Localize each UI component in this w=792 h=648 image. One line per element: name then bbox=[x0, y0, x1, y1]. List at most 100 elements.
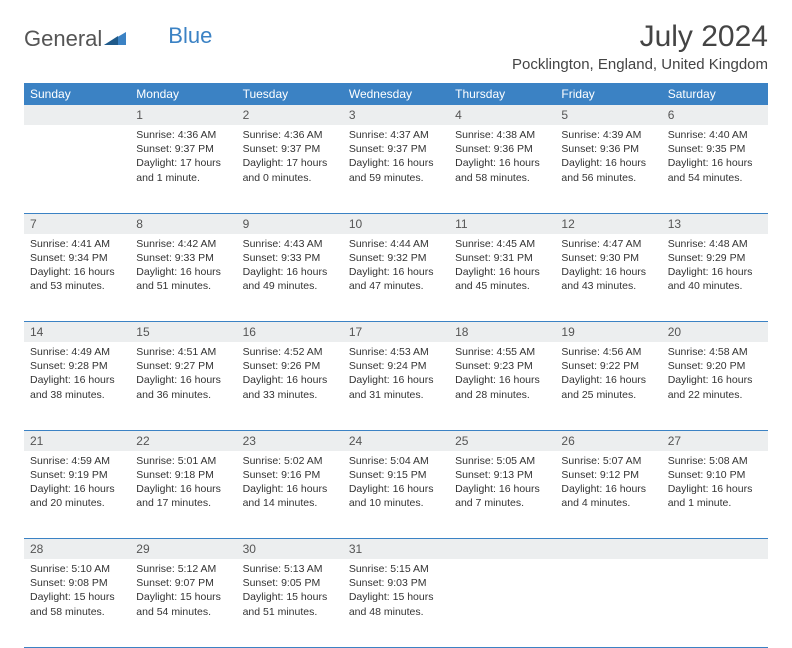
daylight-text: Daylight: 17 hours bbox=[136, 156, 230, 170]
sunrise-text: Sunrise: 4:56 AM bbox=[561, 345, 655, 359]
day-number: 26 bbox=[555, 430, 661, 451]
daylight-text: and 25 minutes. bbox=[561, 388, 655, 402]
day-number: 3 bbox=[343, 105, 449, 125]
day-number: 14 bbox=[24, 322, 130, 343]
day-cell: Sunrise: 5:04 AMSunset: 9:15 PMDaylight:… bbox=[343, 451, 449, 539]
daylight-text: and 51 minutes. bbox=[136, 279, 230, 293]
sunrise-text: Sunrise: 5:12 AM bbox=[136, 562, 230, 576]
day-number: 8 bbox=[130, 213, 236, 234]
sunset-text: Sunset: 9:15 PM bbox=[349, 468, 443, 482]
daylight-text: Daylight: 15 hours bbox=[243, 590, 337, 604]
daylight-text: and 59 minutes. bbox=[349, 171, 443, 185]
day-number: 15 bbox=[130, 322, 236, 343]
daylight-text: and 20 minutes. bbox=[30, 496, 124, 510]
daylight-text: Daylight: 16 hours bbox=[349, 482, 443, 496]
day-cell: Sunrise: 4:43 AMSunset: 9:33 PMDaylight:… bbox=[237, 234, 343, 322]
daylight-text: and 0 minutes. bbox=[243, 171, 337, 185]
sunset-text: Sunset: 9:12 PM bbox=[561, 468, 655, 482]
logo-text-general: General bbox=[24, 26, 102, 52]
sunset-text: Sunset: 9:10 PM bbox=[668, 468, 762, 482]
daylight-text: and 54 minutes. bbox=[668, 171, 762, 185]
daylight-text: and 33 minutes. bbox=[243, 388, 337, 402]
sunset-text: Sunset: 9:36 PM bbox=[455, 142, 549, 156]
day-number: 2 bbox=[237, 105, 343, 125]
daylight-text: and 38 minutes. bbox=[30, 388, 124, 402]
daylight-text: Daylight: 16 hours bbox=[455, 373, 549, 387]
header: General Blue July 2024 Pocklington, Engl… bbox=[24, 20, 768, 73]
daylight-text: Daylight: 17 hours bbox=[243, 156, 337, 170]
daylight-text: Daylight: 16 hours bbox=[349, 373, 443, 387]
sunset-text: Sunset: 9:05 PM bbox=[243, 576, 337, 590]
sunset-text: Sunset: 9:22 PM bbox=[561, 359, 655, 373]
day-cell: Sunrise: 5:05 AMSunset: 9:13 PMDaylight:… bbox=[449, 451, 555, 539]
day-number: 18 bbox=[449, 322, 555, 343]
daylight-text: and 28 minutes. bbox=[455, 388, 549, 402]
sunset-text: Sunset: 9:23 PM bbox=[455, 359, 549, 373]
sunset-text: Sunset: 9:29 PM bbox=[668, 251, 762, 265]
day-number: 23 bbox=[237, 430, 343, 451]
daylight-text: and 1 minute. bbox=[136, 171, 230, 185]
day-number: 12 bbox=[555, 213, 661, 234]
sunrise-text: Sunrise: 5:02 AM bbox=[243, 454, 337, 468]
daylight-text: and 40 minutes. bbox=[668, 279, 762, 293]
location-text: Pocklington, England, United Kingdom bbox=[512, 56, 768, 73]
day-number: 13 bbox=[662, 213, 768, 234]
day-cell: Sunrise: 4:36 AMSunset: 9:37 PMDaylight:… bbox=[130, 125, 236, 213]
day-number: 17 bbox=[343, 322, 449, 343]
daylight-text: and 45 minutes. bbox=[455, 279, 549, 293]
sunrise-text: Sunrise: 5:01 AM bbox=[136, 454, 230, 468]
day-content-row: Sunrise: 4:41 AMSunset: 9:34 PMDaylight:… bbox=[24, 234, 768, 322]
daylight-text: and 22 minutes. bbox=[668, 388, 762, 402]
daylight-text: and 49 minutes. bbox=[243, 279, 337, 293]
logo-triangle-icon bbox=[104, 25, 126, 51]
daylight-text: Daylight: 16 hours bbox=[455, 265, 549, 279]
sunrise-text: Sunrise: 4:43 AM bbox=[243, 237, 337, 251]
sunset-text: Sunset: 9:33 PM bbox=[136, 251, 230, 265]
sunset-text: Sunset: 9:32 PM bbox=[349, 251, 443, 265]
day-cell: Sunrise: 5:15 AMSunset: 9:03 PMDaylight:… bbox=[343, 559, 449, 647]
sunrise-text: Sunrise: 4:45 AM bbox=[455, 237, 549, 251]
sunset-text: Sunset: 9:37 PM bbox=[243, 142, 337, 156]
day-cell: Sunrise: 4:48 AMSunset: 9:29 PMDaylight:… bbox=[662, 234, 768, 322]
sunrise-text: Sunrise: 4:41 AM bbox=[30, 237, 124, 251]
day-cell: Sunrise: 5:07 AMSunset: 9:12 PMDaylight:… bbox=[555, 451, 661, 539]
day-number: 30 bbox=[237, 539, 343, 560]
day-cell: Sunrise: 4:45 AMSunset: 9:31 PMDaylight:… bbox=[449, 234, 555, 322]
daylight-text: Daylight: 16 hours bbox=[561, 373, 655, 387]
daylight-text: and 53 minutes. bbox=[30, 279, 124, 293]
month-title: July 2024 bbox=[512, 20, 768, 54]
calendar-table: Sunday Monday Tuesday Wednesday Thursday… bbox=[24, 83, 768, 648]
daylight-text: and 4 minutes. bbox=[561, 496, 655, 510]
sunrise-text: Sunrise: 4:44 AM bbox=[349, 237, 443, 251]
sunset-text: Sunset: 9:24 PM bbox=[349, 359, 443, 373]
day-cell: Sunrise: 4:49 AMSunset: 9:28 PMDaylight:… bbox=[24, 342, 130, 430]
sunset-text: Sunset: 9:28 PM bbox=[30, 359, 124, 373]
day-number: 11 bbox=[449, 213, 555, 234]
title-block: July 2024 Pocklington, England, United K… bbox=[512, 20, 768, 73]
day-number: 21 bbox=[24, 430, 130, 451]
sunrise-text: Sunrise: 5:15 AM bbox=[349, 562, 443, 576]
weekday-header-row: Sunday Monday Tuesday Wednesday Thursday… bbox=[24, 83, 768, 105]
weekday-header: Friday bbox=[555, 83, 661, 105]
day-cell: Sunrise: 4:44 AMSunset: 9:32 PMDaylight:… bbox=[343, 234, 449, 322]
sunrise-text: Sunrise: 4:38 AM bbox=[455, 128, 549, 142]
logo: General Blue bbox=[24, 20, 212, 52]
sunset-text: Sunset: 9:08 PM bbox=[30, 576, 124, 590]
day-number-row: 78910111213 bbox=[24, 213, 768, 234]
sunset-text: Sunset: 9:34 PM bbox=[30, 251, 124, 265]
daylight-text: Daylight: 16 hours bbox=[30, 265, 124, 279]
sunrise-text: Sunrise: 4:36 AM bbox=[243, 128, 337, 142]
daylight-text: and 14 minutes. bbox=[243, 496, 337, 510]
daylight-text: and 36 minutes. bbox=[136, 388, 230, 402]
day-cell: Sunrise: 5:08 AMSunset: 9:10 PMDaylight:… bbox=[662, 451, 768, 539]
sunrise-text: Sunrise: 4:47 AM bbox=[561, 237, 655, 251]
daylight-text: Daylight: 15 hours bbox=[349, 590, 443, 604]
sunrise-text: Sunrise: 4:53 AM bbox=[349, 345, 443, 359]
daylight-text: and 58 minutes. bbox=[455, 171, 549, 185]
day-number-row: 28293031 bbox=[24, 539, 768, 560]
sunrise-text: Sunrise: 5:08 AM bbox=[668, 454, 762, 468]
day-number-row: 14151617181920 bbox=[24, 322, 768, 343]
daylight-text: Daylight: 16 hours bbox=[30, 482, 124, 496]
day-cell: Sunrise: 4:58 AMSunset: 9:20 PMDaylight:… bbox=[662, 342, 768, 430]
sunset-text: Sunset: 9:27 PM bbox=[136, 359, 230, 373]
